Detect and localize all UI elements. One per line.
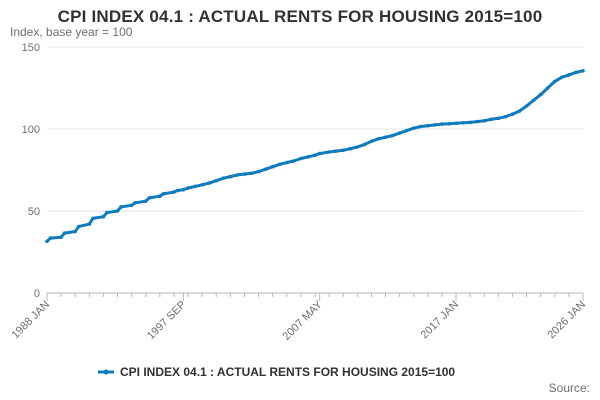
data-point[interactable] [285,160,289,165]
data-point[interactable] [76,224,81,229]
x-tick-label: 2017 JAN [419,299,462,342]
data-point[interactable] [503,114,508,119]
data-point[interactable] [475,119,480,124]
data-point[interactable] [115,209,120,213]
source-link[interactable]: Source: [548,381,590,395]
data-point[interactable] [482,119,487,123]
data-point[interactable] [553,79,557,84]
data-point[interactable] [383,135,388,139]
data-point[interactable] [524,104,529,108]
data-point[interactable] [411,126,416,130]
data-point[interactable] [87,222,92,226]
data-point[interactable] [249,171,254,176]
data-point[interactable] [133,201,137,205]
data-point[interactable] [207,181,211,185]
data-point[interactable] [214,178,219,183]
data-point[interactable] [129,203,134,208]
y-tick-label: 100 [22,124,40,136]
legend-marker [103,369,109,375]
data-point[interactable] [355,145,360,149]
data-point[interactable] [567,73,571,77]
data-point[interactable] [161,192,166,196]
data-point[interactable] [581,69,585,73]
data-point[interactable] [73,229,77,234]
data-point[interactable] [45,239,49,244]
data-point[interactable] [489,117,494,121]
data-point[interactable] [447,122,451,126]
data-point[interactable] [299,156,303,161]
data-point[interactable] [181,187,186,192]
data-point[interactable] [362,142,367,147]
data-point[interactable] [419,124,423,129]
data-point[interactable] [327,150,331,154]
data-point[interactable] [341,148,346,153]
data-point[interactable] [461,121,465,125]
data-point[interactable] [235,173,240,177]
y-tick-label: 0 [34,288,40,300]
data-point[interactable] [426,123,430,128]
data-point[interactable] [317,151,322,156]
legend-label: CPI INDEX 04.1 : ACTUAL RENTS FOR HOUSIN… [120,365,455,379]
data-point[interactable] [175,188,180,193]
data-point[interactable] [105,210,109,215]
data-point[interactable] [119,205,123,209]
y-tick-label: 50 [28,206,40,218]
data-point[interactable] [545,86,550,90]
y-tick-label: 150 [22,42,40,54]
gridlines [47,46,583,212]
data-point[interactable] [143,199,148,203]
data-point[interactable] [242,172,247,176]
data-point[interactable] [172,190,176,194]
data-point[interactable] [376,137,381,141]
data-point[interactable] [270,164,275,169]
data-point[interactable] [538,92,543,97]
data-point[interactable] [277,162,282,167]
data-point[interactable] [313,153,317,157]
x-tick-label: 1997 SEP [145,299,189,343]
data-point[interactable] [48,236,53,240]
data-point[interactable] [292,159,296,163]
data-point[interactable] [369,139,374,144]
data-point[interactable] [193,184,197,189]
x-tick-label: 2007 MAY [281,298,326,343]
data-point[interactable] [101,214,106,219]
data-point[interactable] [186,186,190,190]
legend[interactable]: CPI INDEX 04.1 : ACTUAL RENTS FOR HOUSIN… [98,365,455,379]
data-point[interactable] [306,155,310,159]
x-tick-label: 2026 JAN [545,299,588,342]
data-point[interactable] [62,231,67,235]
data-point[interactable] [496,116,501,121]
data-point[interactable] [200,183,204,187]
data-point[interactable] [158,194,162,198]
data-point[interactable] [263,167,268,171]
data-point[interactable] [390,133,395,138]
data-point[interactable] [256,169,261,174]
data-point[interactable] [334,149,339,153]
chart-title: CPI INDEX 04.1 : ACTUAL RENTS FOR HOUSIN… [57,7,543,26]
data-point[interactable] [221,176,226,180]
data-point[interactable] [531,98,536,103]
axes: 0 50 100 150 1988 JAN 1997 SEP 2007 MAY 2017 JA… [9,42,588,343]
chart-subtitle: Index, base year = 100 [10,25,133,39]
data-point[interactable] [59,235,63,239]
data-point[interactable] [574,70,578,75]
data-point[interactable] [433,123,437,127]
data-point[interactable] [517,109,522,113]
data-point[interactable] [440,122,444,126]
data-point[interactable] [560,75,564,80]
data-point[interactable] [348,146,353,151]
data-point[interactable] [397,131,402,135]
data-point[interactable] [404,128,409,133]
data-point[interactable] [147,196,152,200]
data-point[interactable] [91,216,95,221]
series-layer[interactable] [45,69,585,244]
data-point[interactable] [228,174,233,179]
data-point[interactable] [510,112,515,116]
x-tick-label: 1988 JAN [9,299,52,342]
data-point[interactable] [454,121,458,126]
data-point[interactable] [468,120,473,125]
